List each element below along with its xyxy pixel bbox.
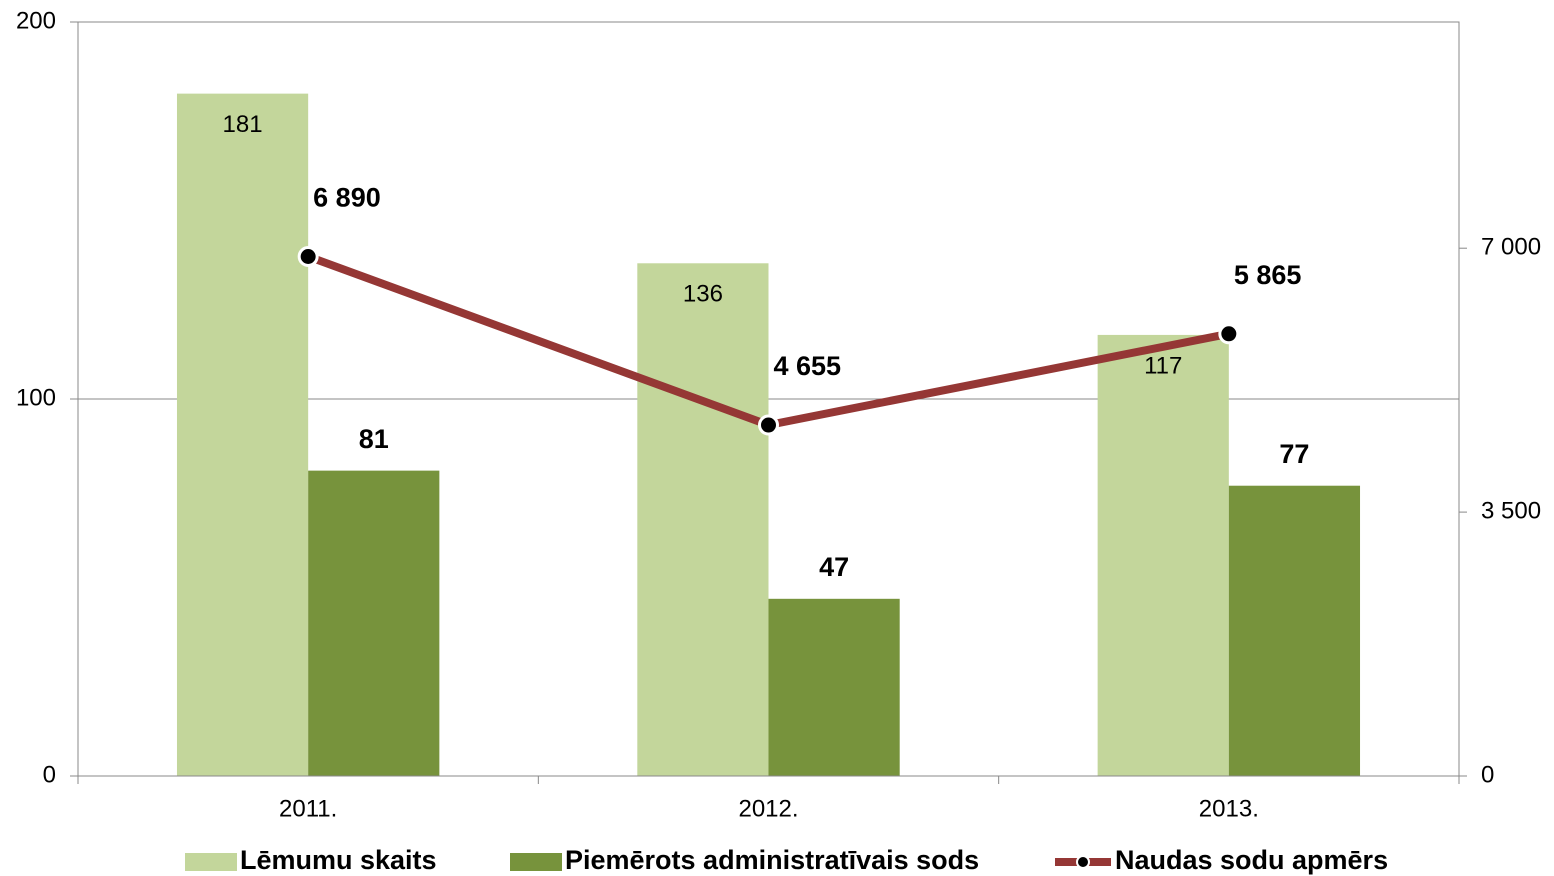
line-value-label: 6 890 (313, 183, 381, 213)
y-tick-label: 100 (16, 384, 56, 411)
x-tick-label: 2011. (279, 795, 337, 822)
y2-tick-label: 3 500 (1481, 497, 1541, 524)
bar (1228, 485, 1361, 776)
bar-value-label: 181 (223, 111, 263, 138)
legend-label: Lēmumu skaits (240, 845, 437, 875)
y-tick-label: 200 (16, 7, 56, 34)
legend-label: Naudas sodu apmērs (1115, 845, 1388, 875)
y2-tick-label: 0 (1481, 761, 1494, 788)
bar-value-label: 77 (1279, 439, 1309, 469)
y-tick-label: 0 (43, 761, 56, 788)
legend-swatch (510, 853, 562, 871)
bar (176, 93, 309, 776)
line-value-label: 4 655 (774, 351, 842, 381)
bar (1097, 334, 1229, 776)
bar (637, 263, 769, 776)
bar-value-label: 136 (683, 281, 723, 308)
line-marker (297, 245, 319, 267)
x-tick-label: 2013. (1199, 795, 1259, 822)
line-value-label: 5 865 (1234, 260, 1302, 290)
legend-label: Piemērots administratīvais sods (565, 845, 979, 875)
x-tick-label: 2012. (738, 795, 798, 822)
line-marker (1218, 323, 1240, 345)
bar-value-label: 81 (359, 424, 389, 454)
line-marker (758, 414, 779, 436)
bar-value-label: 117 (1144, 352, 1182, 379)
bar (308, 470, 440, 776)
bar-value-label: 47 (819, 552, 849, 582)
legend-swatch (185, 853, 237, 871)
y2-tick-label: 7 000 (1481, 234, 1541, 261)
bar (768, 598, 900, 776)
legend-marker (1076, 855, 1090, 869)
